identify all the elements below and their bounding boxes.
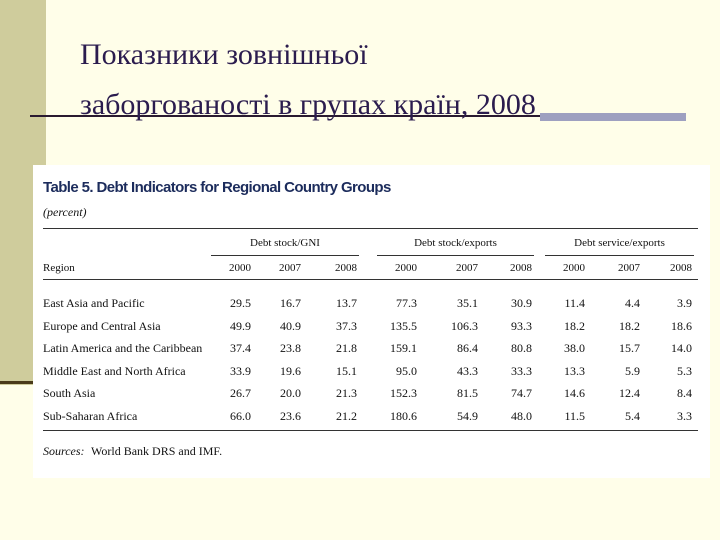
group-rule	[377, 255, 534, 256]
cell: 49.9	[230, 318, 251, 333]
cell: 5.4	[625, 408, 640, 423]
cell: 14.6	[564, 386, 585, 400]
cell: 18.2	[564, 318, 585, 333]
region-name: Latin America and the Caribbean	[43, 341, 203, 355]
cell: 18.2	[619, 318, 640, 333]
cell: 20.0	[280, 386, 301, 400]
sources-label: Sources:	[43, 444, 85, 458]
cell: 80.8	[511, 341, 532, 355]
cell: 35.1	[457, 296, 478, 310]
cell: 77.3	[396, 296, 417, 310]
region-name: Sub-Saharan Africa	[43, 408, 138, 423]
cell: 12.4	[619, 386, 640, 400]
cell: 37.3	[336, 318, 357, 333]
cell: 21.2	[336, 408, 357, 423]
cell: 38.0	[564, 341, 585, 355]
region-name: Middle East and North Africa	[43, 363, 186, 378]
cell: 18.6	[671, 318, 692, 333]
table-figure: Table 5. Debt Indicators for Regional Co…	[33, 165, 710, 478]
cell: 21.3	[336, 386, 357, 400]
group-header: Debt stock/GNI	[250, 237, 320, 249]
year-header: 2000	[563, 262, 585, 274]
region-name: Europe and Central Asia	[43, 318, 161, 333]
rule	[43, 279, 698, 280]
cell: 93.3	[511, 318, 532, 333]
table-title: Table 5. Debt Indicators for Regional Co…	[43, 179, 391, 196]
year-header: 2000	[229, 262, 251, 274]
cell: 106.3	[451, 318, 478, 333]
cell: 74.7	[511, 386, 532, 400]
cell: 86.4	[457, 341, 478, 355]
cell: 13.3	[564, 363, 585, 378]
year-header: 2007	[279, 262, 301, 274]
group-rule	[545, 255, 694, 256]
cell: 159.1	[390, 341, 417, 355]
cell: 11.5	[564, 408, 585, 423]
cell: 8.4	[677, 386, 692, 400]
cell: 66.0	[230, 408, 251, 423]
cell: 135.5	[390, 318, 417, 333]
cell: 3.9	[677, 296, 692, 310]
cell: 14.0	[671, 341, 692, 355]
cell: 180.6	[390, 408, 417, 423]
cell: 16.7	[280, 296, 301, 310]
cell: 4.4	[625, 296, 640, 310]
year-header: 2008	[510, 262, 532, 274]
cell: 19.6	[280, 363, 301, 378]
cell: 81.5	[457, 386, 478, 400]
cell: 40.9	[280, 318, 301, 333]
cell: 26.7	[230, 386, 251, 400]
cell: 33.3	[511, 363, 532, 378]
cell: 21.8	[336, 341, 357, 355]
cell: 15.1	[336, 363, 357, 378]
year-header: 2008	[335, 262, 357, 274]
cell: 95.0	[396, 363, 417, 378]
cell: 54.9	[457, 408, 478, 423]
cell: 23.6	[280, 408, 301, 423]
cell: 29.5	[230, 296, 251, 310]
year-header: 2007	[618, 262, 640, 274]
rule	[43, 228, 698, 229]
group-header: Debt stock/exports	[414, 237, 497, 249]
cell: 43.3	[457, 363, 478, 378]
table-subtitle: (percent)	[43, 205, 87, 219]
cell: 13.7	[336, 296, 357, 310]
sources-text: World Bank DRS and IMF.	[91, 444, 223, 458]
cell: 15.7	[619, 341, 640, 355]
cell: 37.4	[230, 341, 251, 355]
year-header: 2000	[395, 262, 417, 274]
group-rule	[211, 255, 359, 256]
year-header: 2008	[670, 262, 692, 274]
cell: 5.3	[677, 363, 692, 378]
group-header: Debt service/exports	[574, 237, 665, 249]
cell: 5.9	[625, 363, 640, 378]
cell: 30.9	[511, 296, 532, 310]
cell: 23.8	[280, 341, 301, 355]
cell: 11.4	[564, 296, 585, 310]
cell: 33.9	[230, 363, 251, 378]
cell: 3.3	[677, 408, 692, 423]
title-accent	[540, 113, 686, 121]
cell: 152.3	[390, 386, 417, 400]
title-rule	[30, 115, 540, 117]
cell: 48.0	[511, 408, 532, 423]
slide-title: Показники зовнішньої заборгованості в гр…	[80, 30, 536, 130]
rule	[43, 430, 698, 431]
region-name: East Asia and Pacific	[43, 296, 145, 310]
region-name: South Asia	[43, 386, 96, 400]
title-line: заборгованості в групах країн, 2008	[80, 88, 536, 121]
region-header: Region	[43, 262, 75, 274]
side-rule	[0, 381, 42, 384]
title-line: Показники зовнішньої	[80, 38, 368, 71]
year-header: 2007	[456, 262, 478, 274]
